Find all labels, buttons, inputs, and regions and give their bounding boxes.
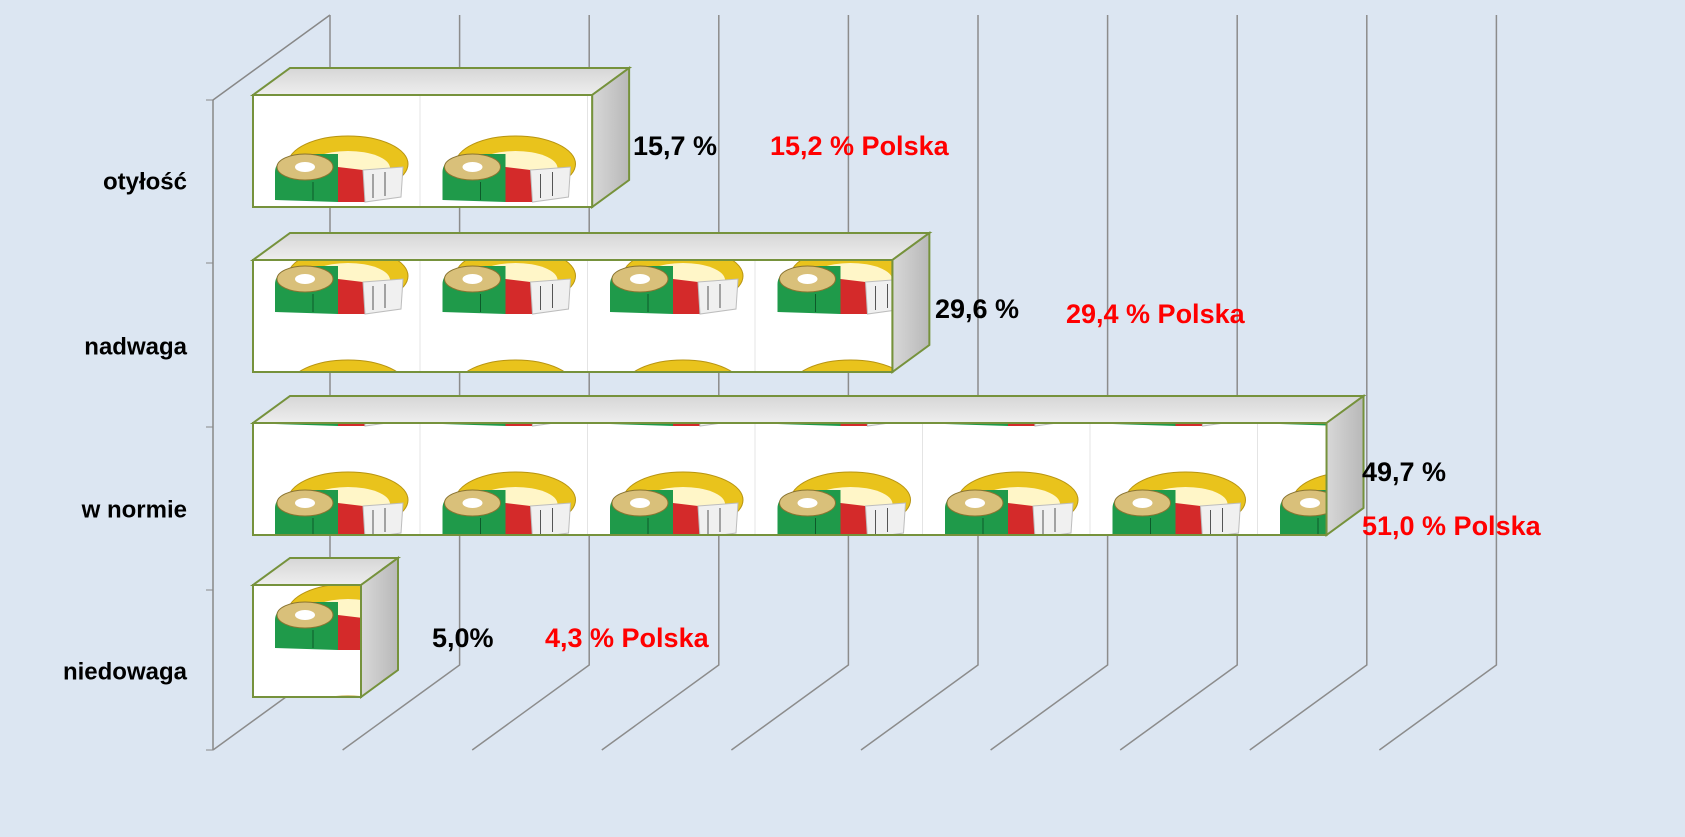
annotation: 4,3 % Polska bbox=[545, 623, 710, 653]
value-label: 29,6 % bbox=[935, 294, 1019, 324]
grid-line bbox=[860, 15, 979, 751]
grid-line bbox=[990, 15, 1109, 751]
bar bbox=[252, 584, 362, 698]
category-label: otyłość bbox=[103, 168, 187, 195]
category-label: nadwaga bbox=[84, 333, 187, 360]
grid-line bbox=[1119, 15, 1238, 751]
bar bbox=[252, 94, 594, 208]
grid bbox=[212, 15, 1498, 751]
bar bbox=[252, 422, 1328, 536]
annotation: 15,2 % Polska bbox=[770, 131, 950, 161]
annotation: 29,4 % Polska bbox=[1066, 299, 1246, 329]
left-wall-top bbox=[212, 14, 331, 101]
value-label: 49,7 % bbox=[1362, 457, 1446, 487]
bar bbox=[252, 259, 894, 373]
category-label: w normie bbox=[81, 496, 187, 523]
bar-top bbox=[249, 232, 933, 261]
grid-line bbox=[471, 15, 590, 751]
value-label: 5,0% bbox=[432, 623, 494, 653]
grid-line bbox=[730, 15, 850, 751]
grid-line bbox=[1378, 15, 1498, 751]
bar-top bbox=[249, 67, 633, 96]
value-label: 15,7 % bbox=[633, 131, 717, 161]
grid-line bbox=[1249, 15, 1368, 751]
bar-top bbox=[249, 395, 1367, 424]
bars bbox=[249, 66, 1367, 699]
grid-line bbox=[342, 15, 461, 751]
labels: otyłość 15,7 % 15,2 % Polska nadwaga 29,6 % 2… bbox=[63, 131, 1542, 685]
annotation: 51,0 % Polska bbox=[1362, 511, 1542, 541]
axis-walls bbox=[206, 14, 331, 751]
grid-line bbox=[601, 15, 720, 751]
category-label: niedowaga bbox=[63, 658, 188, 685]
